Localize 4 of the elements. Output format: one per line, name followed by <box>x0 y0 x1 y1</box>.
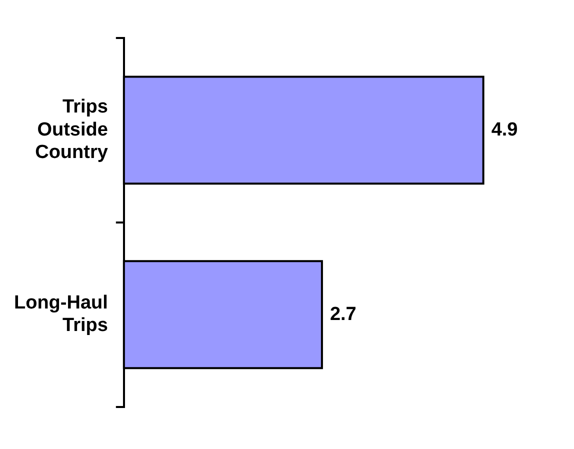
y-tick-label: Trips Outside Country <box>35 96 108 164</box>
data-label: 4.9 <box>491 119 518 140</box>
data-label: 2.7 <box>330 304 356 325</box>
y-tick-label: Long-Haul Trips <box>14 292 108 336</box>
